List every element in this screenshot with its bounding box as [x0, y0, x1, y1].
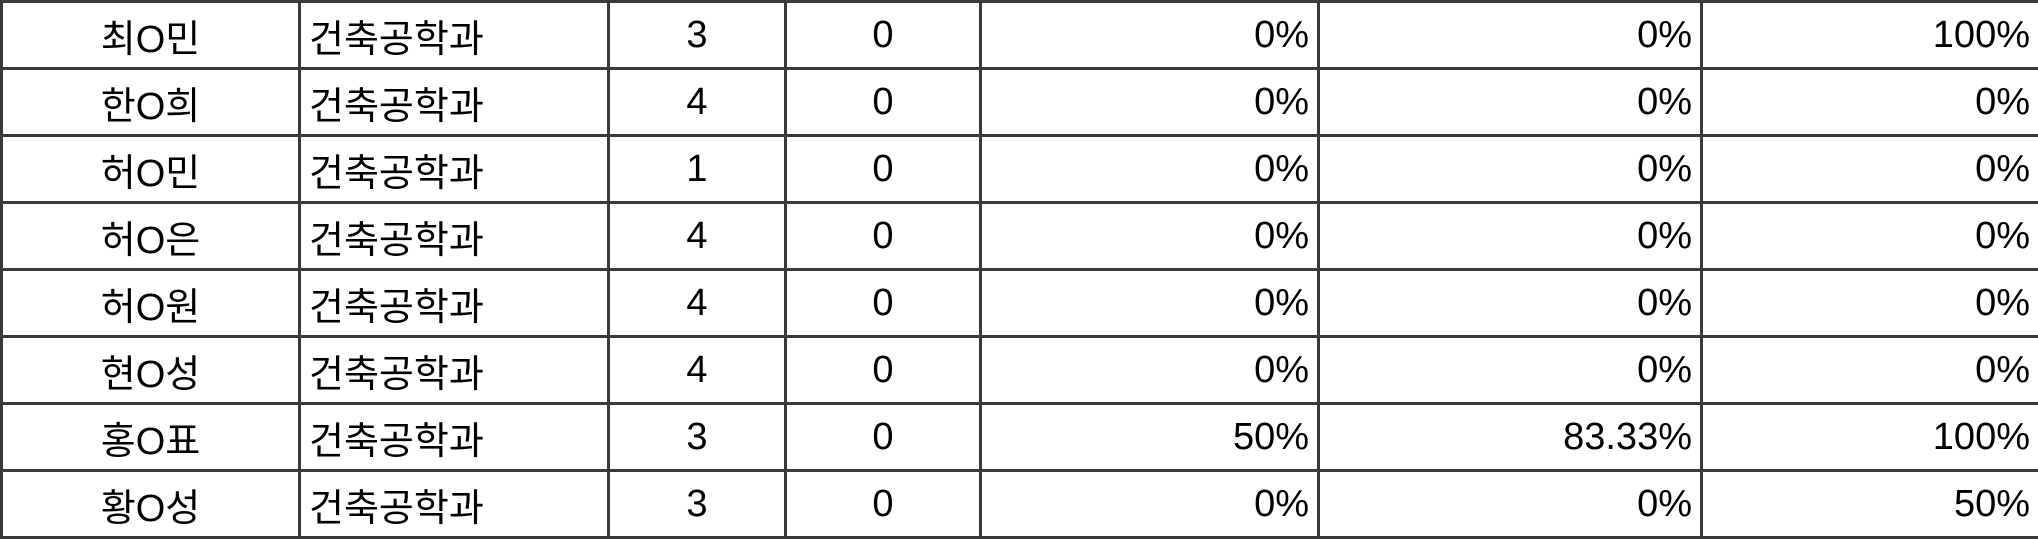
department-cell: 건축공학과 — [300, 136, 609, 203]
percent-1-cell: 0% — [981, 471, 1319, 538]
percent-3-cell: 0% — [1702, 136, 2038, 203]
percent-3-cell: 100% — [1702, 404, 2038, 471]
percent-2-cell: 0% — [1319, 69, 1702, 136]
percent-2-cell: 83.33% — [1319, 404, 1702, 471]
percent-2-cell: 0% — [1319, 337, 1702, 404]
count-cell: 0 — [786, 136, 981, 203]
count-cell: 0 — [786, 404, 981, 471]
percent-2-cell: 0% — [1319, 2, 1702, 69]
department-cell: 건축공학과 — [300, 270, 609, 337]
percent-3-cell: 0% — [1702, 270, 2038, 337]
grade-cell: 4 — [609, 337, 786, 404]
department-cell: 건축공학과 — [300, 471, 609, 538]
student-name-cell: 현O성 — [2, 337, 300, 404]
percent-2-cell: 0% — [1319, 203, 1702, 270]
grade-cell: 4 — [609, 69, 786, 136]
count-cell: 0 — [786, 69, 981, 136]
percent-1-cell: 50% — [981, 404, 1319, 471]
percent-1-cell: 0% — [981, 337, 1319, 404]
count-cell: 0 — [786, 2, 981, 69]
percent-1-cell: 0% — [981, 136, 1319, 203]
student-name-cell: 한O희 — [2, 69, 300, 136]
percent-3-cell: 0% — [1702, 203, 2038, 270]
percent-2-cell: 0% — [1319, 136, 1702, 203]
grade-cell: 3 — [609, 404, 786, 471]
department-cell: 건축공학과 — [300, 337, 609, 404]
student-name-cell: 최O민 — [2, 2, 300, 69]
student-name-cell: 허O민 — [2, 136, 300, 203]
grade-cell: 3 — [609, 2, 786, 69]
count-cell: 0 — [786, 270, 981, 337]
percent-1-cell: 0% — [981, 203, 1319, 270]
count-cell: 0 — [786, 203, 981, 270]
grade-cell: 1 — [609, 136, 786, 203]
percent-3-cell: 50% — [1702, 471, 2038, 538]
student-name-cell: 홍O표 — [2, 404, 300, 471]
grade-cell: 4 — [609, 203, 786, 270]
percent-2-cell: 0% — [1319, 471, 1702, 538]
student-name-cell: 허O원 — [2, 270, 300, 337]
count-cell: 0 — [786, 337, 981, 404]
percent-3-cell: 0% — [1702, 69, 2038, 136]
department-cell: 건축공학과 — [300, 203, 609, 270]
percent-2-cell: 0% — [1319, 270, 1702, 337]
student-name-cell: 허O은 — [2, 203, 300, 270]
student-name-cell: 황O성 — [2, 471, 300, 538]
percent-1-cell: 0% — [981, 270, 1319, 337]
count-cell: 0 — [786, 471, 981, 538]
percent-1-cell: 0% — [981, 69, 1319, 136]
grade-cell: 4 — [609, 270, 786, 337]
percent-1-cell: 0% — [981, 2, 1319, 69]
department-cell: 건축공학과 — [300, 69, 609, 136]
percent-3-cell: 100% — [1702, 2, 2038, 69]
grade-cell: 3 — [609, 471, 786, 538]
department-cell: 건축공학과 — [300, 2, 609, 69]
percent-3-cell: 0% — [1702, 337, 2038, 404]
department-cell: 건축공학과 — [300, 404, 609, 471]
